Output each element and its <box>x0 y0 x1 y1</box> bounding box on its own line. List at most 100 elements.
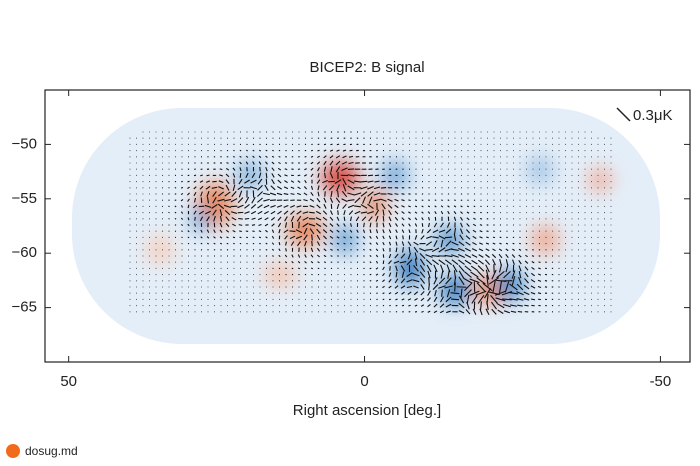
polarization-vector <box>505 264 509 273</box>
polarization-vector <box>336 149 340 152</box>
polarization-vector <box>257 178 263 185</box>
polarization-vector <box>395 271 398 278</box>
polarization-vector <box>265 172 268 179</box>
polarization-vector <box>518 265 522 272</box>
polarization-vector <box>458 295 465 304</box>
polarization-vector <box>257 210 263 215</box>
y-tick-label: −60 <box>12 244 37 261</box>
polarization-vector <box>322 223 328 227</box>
polarization-vector <box>478 254 484 258</box>
polarization-vector <box>406 285 413 289</box>
polarization-vector <box>382 272 385 277</box>
polarization-vector <box>230 198 238 203</box>
polarization-vector <box>239 230 242 233</box>
polarization-vector <box>400 278 406 284</box>
polarization-vector <box>433 296 438 303</box>
polarization-vector <box>375 260 379 264</box>
polarization-vector <box>206 242 210 245</box>
polarization-vector <box>469 278 480 284</box>
polarization-vector <box>537 285 542 289</box>
polarization-vector <box>335 155 341 159</box>
polarization-vector <box>497 309 504 314</box>
polarization-vector <box>213 229 216 233</box>
polarization-vector <box>388 272 392 277</box>
polarization-vector <box>360 204 368 209</box>
polarization-vector <box>428 217 430 221</box>
polarization-vector <box>458 310 465 314</box>
polarization-vector <box>323 149 327 152</box>
polarization-vector <box>408 217 411 221</box>
polarization-vector <box>284 235 288 240</box>
polarization-vector <box>226 162 229 164</box>
polarization-vector <box>323 261 327 264</box>
polarization-vector <box>501 291 513 296</box>
polarization-vector <box>453 216 457 221</box>
polarization-vector <box>263 198 270 202</box>
polarization-vector <box>349 149 353 152</box>
polarization-vector <box>485 308 490 316</box>
polarization-vector <box>447 205 450 208</box>
polarization-vector <box>348 210 354 215</box>
polarization-vector <box>400 265 406 272</box>
polarization-vector <box>380 186 387 189</box>
polarization-vector <box>206 174 210 177</box>
polarization-vector <box>444 254 453 258</box>
polarization-vector <box>349 216 353 222</box>
polarization-vector <box>427 304 431 308</box>
polarization-vector <box>193 236 197 239</box>
polarization-vector <box>194 216 196 221</box>
polarization-vector <box>427 297 431 302</box>
polarization-vector <box>194 223 196 227</box>
polarization-vector <box>375 273 379 276</box>
polarization-vector <box>271 178 275 185</box>
polarization-vector <box>258 161 262 165</box>
polarization-vector <box>310 254 314 258</box>
polarization-vector <box>198 210 205 215</box>
polarization-vector <box>538 261 541 264</box>
polarization-vector <box>427 270 431 279</box>
polarization-vector <box>219 242 223 245</box>
polarization-vector <box>470 265 479 272</box>
polarization-vector <box>408 211 411 214</box>
polarization-vector <box>277 210 282 215</box>
polarization-vector <box>354 174 361 177</box>
polarization-vector <box>213 236 216 239</box>
polarization-vector <box>479 230 483 233</box>
polarization-vector <box>518 248 522 251</box>
polarization-vector <box>402 247 404 253</box>
polarization-vector <box>193 191 197 197</box>
polarization-vector <box>225 184 230 191</box>
polarization-vector <box>374 180 380 183</box>
polarization-vector <box>213 215 216 222</box>
polarization-vector <box>414 235 418 240</box>
polarization-vector <box>523 298 530 301</box>
polarization-vector <box>420 290 425 296</box>
polarization-vector <box>486 301 489 310</box>
polarization-vector <box>309 228 315 235</box>
polarization-vector <box>187 217 190 221</box>
polarization-vector <box>265 167 268 172</box>
polarization-vector <box>395 241 398 246</box>
polarization-vector <box>451 248 459 251</box>
polarization-vector <box>200 229 203 233</box>
polarization-vector <box>451 259 459 266</box>
map-field <box>72 108 660 344</box>
polarization-vector <box>297 174 301 177</box>
polarization-vector <box>464 289 472 298</box>
polarization-vector <box>304 240 307 247</box>
polarization-vector <box>330 143 333 146</box>
polarization-vector <box>323 241 327 246</box>
polarization-vector <box>452 264 458 273</box>
polarization-vector <box>238 190 243 198</box>
polarization-vector <box>343 229 346 233</box>
polarization-vector <box>367 191 374 197</box>
polarization-vector <box>445 296 452 303</box>
polarization-vector <box>478 259 484 265</box>
polarization-vector <box>278 161 281 165</box>
polarization-vector <box>512 242 515 245</box>
polarization-vector <box>524 271 529 278</box>
polarization-vector <box>464 282 472 292</box>
polarization-vector <box>531 272 535 277</box>
polarization-vector <box>323 143 327 146</box>
polarization-vector <box>428 222 430 228</box>
